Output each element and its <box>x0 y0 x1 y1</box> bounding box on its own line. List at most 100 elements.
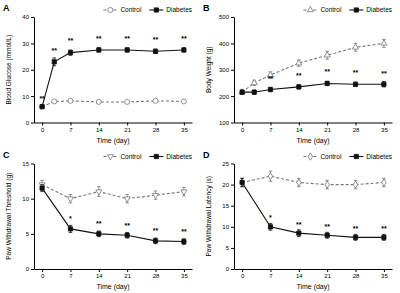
x-axis-line <box>35 269 193 270</box>
x-axis-line <box>235 123 393 124</box>
y-tick-label: 100 <box>219 120 230 126</box>
x-tick-mark <box>356 123 357 126</box>
error-bar <box>382 82 386 87</box>
x-tick: 7 <box>69 123 73 133</box>
x-tick-label: 28 <box>153 273 160 279</box>
significance-label: ** <box>268 75 274 82</box>
legend-marker <box>354 8 358 12</box>
y-tick-mark <box>231 248 234 249</box>
x-tick: 35 <box>381 123 388 133</box>
marker <box>181 190 187 195</box>
x-tick-mark <box>299 123 300 126</box>
significance-label: ** <box>68 37 74 44</box>
x-tick-label: 14 <box>96 127 103 133</box>
legend: ControlDiabetes <box>103 6 192 13</box>
x-tick-label: 35 <box>181 127 188 133</box>
x-tick-mark <box>184 123 185 126</box>
legend-marker <box>354 154 358 158</box>
error-bar <box>269 223 273 230</box>
y-tick-mark <box>31 199 34 200</box>
significance-label: ** <box>39 95 45 102</box>
x-tick-label: 28 <box>153 127 160 133</box>
series <box>240 81 386 94</box>
y-axis: 100200300400500 <box>219 14 235 126</box>
marker <box>97 232 101 236</box>
y-tick: 5 <box>26 231 34 237</box>
x-tick: 21 <box>324 269 331 279</box>
plot-area <box>40 48 187 109</box>
y-tick-label: 5 <box>226 245 230 251</box>
series-line <box>42 101 184 107</box>
x-tick: 0 <box>241 269 245 279</box>
x-tick-label: 14 <box>296 273 303 279</box>
marker <box>96 99 101 104</box>
legend-label: Diabetes <box>366 153 392 160</box>
series <box>240 171 386 189</box>
error-bar <box>154 238 158 244</box>
error-bar <box>354 234 358 240</box>
legend-label: Control <box>320 6 342 13</box>
marker <box>40 104 45 109</box>
y-axis-line <box>234 18 235 124</box>
series <box>40 185 186 245</box>
marker <box>296 60 302 65</box>
x-axis: 0714212835 <box>235 269 393 279</box>
significance-label: ** <box>181 228 187 235</box>
x-tick: 7 <box>269 123 273 133</box>
x-tick-mark <box>99 123 100 126</box>
y-tick-mark <box>31 269 34 270</box>
error-bar <box>97 48 101 52</box>
marker <box>251 79 257 84</box>
x-tick: 7 <box>69 269 73 279</box>
x-tick-mark <box>70 123 71 126</box>
y-tick: 20 <box>222 182 234 188</box>
legend-label: Diabetes <box>166 6 192 13</box>
y-tick-mark <box>231 164 234 165</box>
marker <box>52 99 57 104</box>
x-axis: 0 7 14 21 28 35 <box>35 123 193 133</box>
x-axis: 0714212835 <box>35 269 193 279</box>
y-tick-mark <box>231 43 234 44</box>
marker <box>153 49 157 53</box>
y-tick-label: 5 <box>26 231 30 237</box>
legend-label: Control <box>320 153 342 160</box>
y-tick-mark <box>231 96 234 97</box>
y-tick-label: 10 <box>22 196 29 202</box>
error-bar <box>154 49 158 53</box>
series <box>239 39 387 94</box>
y-tick: 10 <box>22 196 34 202</box>
y-tick-label: 10 <box>222 224 229 230</box>
panel-title: A <box>3 3 10 13</box>
error-bar <box>354 82 358 86</box>
x-tick-label: 21 <box>324 127 331 133</box>
marker <box>124 197 130 202</box>
marker <box>252 90 256 94</box>
y-tick-label: 40 <box>22 14 29 20</box>
x-tick: 28 <box>153 123 160 133</box>
x-tick: 21 <box>124 123 131 133</box>
y-axis-title: Paw Withdrawal Threshold (g) <box>5 173 13 260</box>
y-axis: 0510152025 <box>222 161 234 272</box>
panel: 0714212835100200300400500Time (day)Body … <box>203 3 393 145</box>
marker <box>353 235 357 239</box>
y-tick-mark <box>231 269 234 270</box>
y-tick-label: 15 <box>222 203 229 209</box>
x-tick-mark <box>42 123 43 126</box>
x-tick: 28 <box>353 123 360 133</box>
significance-label: ** <box>96 220 102 227</box>
x-tick-mark <box>184 269 185 272</box>
y-tick-mark <box>31 96 34 97</box>
figure: 0714212835010203040Time (day)Blood Gluco… <box>0 0 400 293</box>
x-tick-label: 21 <box>124 127 131 133</box>
series-line <box>242 182 384 237</box>
x-tick-label: 0 <box>41 127 45 133</box>
x-tick: 14 <box>96 269 103 279</box>
panel: 0714212835010203040Time (day)Blood Gluco… <box>3 3 193 145</box>
x-tick-label: 7 <box>69 273 73 279</box>
y-tick-label: 0 <box>26 120 30 126</box>
y-tick: 500 <box>219 14 234 20</box>
x-tick-label: 14 <box>296 127 303 133</box>
x-tick-mark <box>270 123 271 126</box>
y-tick: 200 <box>219 94 234 100</box>
marker <box>382 82 386 86</box>
